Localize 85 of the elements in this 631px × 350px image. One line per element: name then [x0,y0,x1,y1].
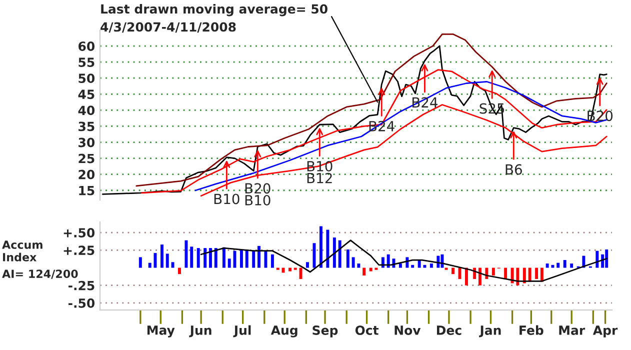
x-tick-label: Nov [394,326,421,335]
y-tick-label: 35 [78,122,94,132]
bar [452,268,454,274]
x-tick-label: Apr [592,326,618,338]
bar [556,262,560,268]
bar [245,249,248,268]
y-tick-label: +.25 [64,246,94,256]
annotation: Last drawn moving average= 50 [101,4,328,16]
bar [398,264,402,268]
bar [478,268,482,286]
x-tick-label: Aug [270,326,298,338]
bar [148,262,152,268]
bar [166,254,169,268]
bar [178,268,181,274]
x-tick-label: Feb [520,325,544,335]
y-tick-label: 45 [78,90,94,100]
y-tick-label: 40 [78,106,95,116]
bar [209,248,212,268]
bar [160,244,164,268]
bar [252,250,256,268]
bar [516,268,520,286]
y-tick-label: 55 [78,58,94,67]
bar [138,257,142,268]
bar [228,258,231,268]
x-tick-label: May [147,326,175,338]
bar [411,264,414,268]
y-tick-label: 30 [78,138,95,148]
y-tick-label: -.25 [68,280,94,290]
bar [332,237,336,268]
bar [190,246,194,268]
bar [430,264,433,268]
y-tick-label: +.50 [64,228,95,238]
x-tick-label: Jul [233,325,251,338]
bar [326,230,330,268]
annotation: B10 [214,194,240,204]
bar [570,264,574,268]
annotation: B6 [506,164,522,175]
bar [204,248,207,268]
bar [423,264,426,268]
x-tick-label: Mar [559,326,586,335]
bar [196,248,200,268]
bar [306,262,309,268]
bar [346,249,350,268]
y-tick-label: 20 [78,170,95,180]
bar [362,268,366,276]
bar [605,249,608,268]
y-tick-label: 25 [78,154,94,164]
y-axis-title: Accum Index [2,240,42,262]
x-tick-label: Dec [436,326,462,335]
bar [492,268,495,276]
y-tick-label: -.50 [68,298,95,308]
y-tick-label: 15 [79,186,94,196]
bar [563,260,566,268]
bar [270,254,274,268]
chart-subtitle: 4/3/2007-4/11/2008 [100,22,236,33]
bar [551,264,554,268]
bar [596,250,599,268]
bar [171,262,174,268]
x-tick-label: Sep [312,326,338,338]
bar [264,250,268,268]
bar [535,268,538,280]
bar [369,268,372,272]
bar [312,243,316,268]
x-tick-label: Jan [479,326,501,338]
x-tick-label: Oct [355,326,378,335]
annotation: B20 B10 [245,183,270,206]
x-tick-label: Jun [189,326,212,338]
bar [258,246,260,268]
bar [288,268,292,272]
bar [240,249,243,268]
bar [319,226,322,268]
bar [338,240,342,268]
bar [357,264,360,268]
y-tick-label: 50 [78,74,95,84]
bar [352,257,355,268]
text: AI= 124/200 [2,270,78,279]
line-series [200,240,608,282]
bar [465,268,468,286]
bar [504,268,508,280]
bar [546,264,549,268]
bar [214,248,218,268]
bar [418,260,421,268]
bar [222,247,226,268]
y-tick-label: 60 [78,42,95,51]
bar [184,240,188,268]
